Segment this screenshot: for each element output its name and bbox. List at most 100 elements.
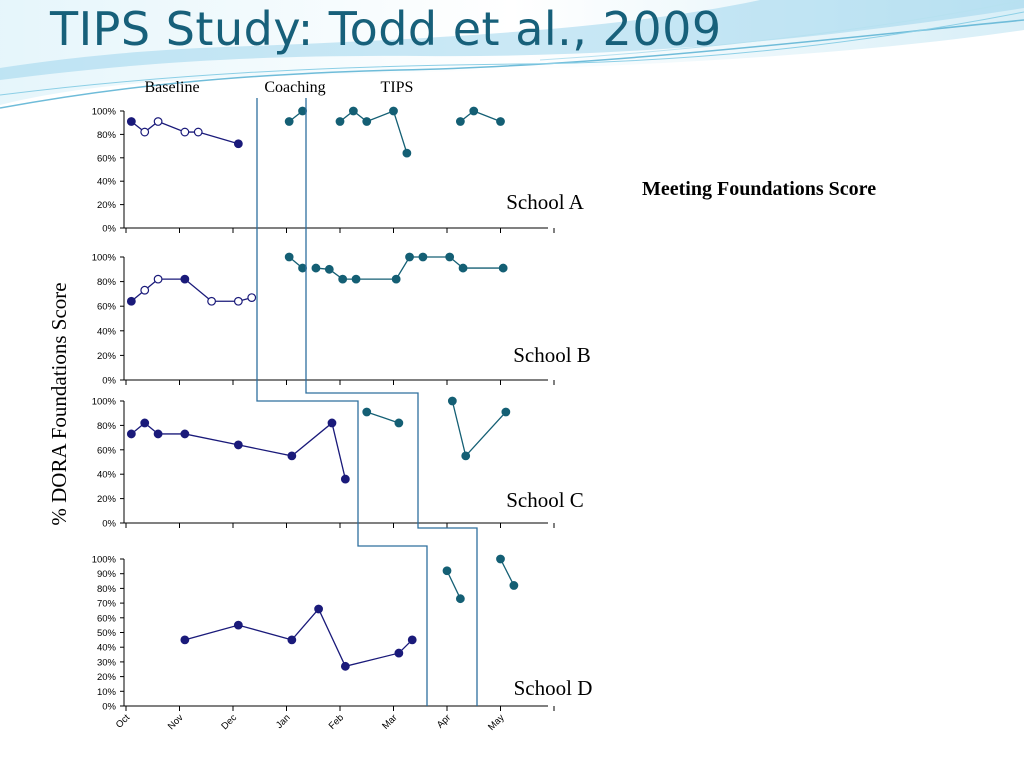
data-point [284,252,294,262]
data-point [327,418,337,428]
data-point [298,106,307,116]
series-line-tips [366,411,400,424]
y-tick-label: 100% [92,253,117,264]
data-point [180,429,190,439]
data-point [233,620,243,630]
data-point [335,117,345,126]
data-point-open [180,127,190,137]
school-label: School D [514,676,593,700]
data-point-open [233,296,243,306]
y-tick-label: 0% [102,702,116,713]
data-point [287,451,297,461]
series-line-tips [446,570,461,599]
y-tick-label: 100% [92,107,117,118]
data-point [407,635,417,645]
phase-line-coaching-tips [305,98,478,706]
data-point-open [140,127,150,137]
data-point [338,274,348,284]
phase-change-lines [256,98,478,706]
data-point [340,661,350,671]
y-tick-label: 40% [97,643,117,654]
data-point-open [247,293,257,302]
phase-line-baseline-coaching [256,98,428,706]
data-point [340,474,350,484]
school-label: School A [506,190,584,214]
data-point [284,117,294,126]
data-point [351,274,361,284]
data-point [362,407,372,417]
y-tick-label: 40% [97,326,117,337]
data-point-open [193,127,203,137]
data-point [509,581,519,590]
data-point [126,429,136,439]
data-point [153,429,163,439]
data-point-open [207,296,217,306]
data-point [180,635,190,645]
data-point [501,407,511,417]
school-label: School C [506,488,584,512]
y-tick-label: 70% [97,599,117,610]
data-point [455,117,465,126]
y-tick-label: 40% [97,177,117,188]
data-point [469,106,479,116]
data-point [447,396,457,406]
data-point [233,139,243,149]
series-line-tips [315,256,504,280]
y-tick-label: 60% [97,613,117,624]
y-tick-label: 20% [97,200,117,211]
data-point [311,263,321,273]
panels: 0% 20% 40% 60% 80% 100% School A 0% 20% 40% 60% 80%… [92,107,593,733]
data-point [496,554,505,564]
school-label: School B [513,343,591,367]
data-point [402,148,412,158]
y-tick-label: 80% [97,421,117,432]
y-tick-label: 0% [102,224,116,235]
data-point [287,635,297,645]
phase-label-coaching: Coaching [264,79,325,96]
data-point [405,252,414,262]
phase-label-tips: TIPS [381,79,414,96]
y-tick-label: 90% [97,569,117,580]
data-point [389,106,398,116]
data-point-open [140,285,150,295]
plot-area-background [70,98,570,750]
data-point [180,274,190,284]
y-tick-label: 10% [97,687,117,698]
y-tick-label: 60% [97,153,117,164]
data-point [445,252,455,262]
data-point [324,264,334,274]
data-point [298,263,307,273]
data-point-open [153,274,163,284]
y-tick-label: 80% [97,584,117,595]
data-point [455,594,465,604]
side-caption: Meeting Foundations Score [642,178,877,200]
series-line-tips [499,558,515,586]
data-point-open [153,117,163,126]
y-tick-label: 80% [97,130,117,141]
data-point [233,440,243,450]
data-point [126,117,136,126]
header-banner [0,0,1024,110]
panel-1: 0% 20% 40% 60% 80% 100% School A [92,107,585,235]
phase-labels: Baseline Coaching TIPS [144,79,413,96]
panel-3: 0% 20% 40% 60% 80% 100% School C [92,397,584,530]
y-tick-label: 60% [97,445,117,456]
slide-title: TIPS Study: Todd et al., 2009 [50,2,722,56]
data-point [496,117,505,126]
data-point [442,566,452,576]
data-point [418,252,428,262]
data-point [348,106,358,116]
phase-label-baseline: Baseline [144,79,199,96]
data-point [126,296,136,306]
data-point [394,648,404,658]
y-tick-label: 100% [92,397,117,408]
y-tick-label: 0% [102,519,116,530]
panel-2: 0% 20% 40% 60% 80% 100% School B [92,253,591,387]
y-tick-label: 80% [97,277,117,288]
y-tick-label: 30% [97,657,117,668]
y-tick-label: 50% [97,628,117,639]
y-tick-label: 40% [97,470,117,481]
data-point [498,263,508,273]
y-axis-label: % DORA Foundations Score [47,282,71,525]
